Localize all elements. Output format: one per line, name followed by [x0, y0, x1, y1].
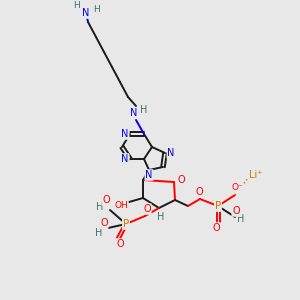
- Text: N: N: [145, 170, 153, 180]
- Text: N: N: [167, 148, 175, 158]
- Text: H: H: [140, 105, 148, 115]
- Text: OH: OH: [114, 200, 128, 209]
- Text: H: H: [73, 2, 80, 10]
- Text: N: N: [82, 8, 90, 18]
- Text: O: O: [177, 175, 185, 185]
- Text: H: H: [237, 214, 245, 224]
- Text: O: O: [232, 206, 240, 216]
- Text: O: O: [100, 218, 108, 228]
- Text: H: H: [96, 202, 104, 212]
- Text: H: H: [157, 212, 165, 222]
- Text: P: P: [123, 219, 129, 229]
- Text: Li⁺: Li⁺: [249, 170, 263, 180]
- Text: N: N: [130, 108, 138, 118]
- Text: O: O: [212, 223, 220, 233]
- Text: O: O: [143, 204, 151, 214]
- Text: N: N: [121, 129, 129, 139]
- Text: N: N: [121, 154, 129, 164]
- Text: H: H: [95, 228, 103, 238]
- Text: O⁻: O⁻: [231, 184, 243, 193]
- Text: O: O: [195, 187, 203, 197]
- Text: P: P: [215, 201, 221, 211]
- Text: O: O: [102, 195, 110, 205]
- Text: O: O: [116, 239, 124, 249]
- Text: H: H: [94, 5, 100, 14]
